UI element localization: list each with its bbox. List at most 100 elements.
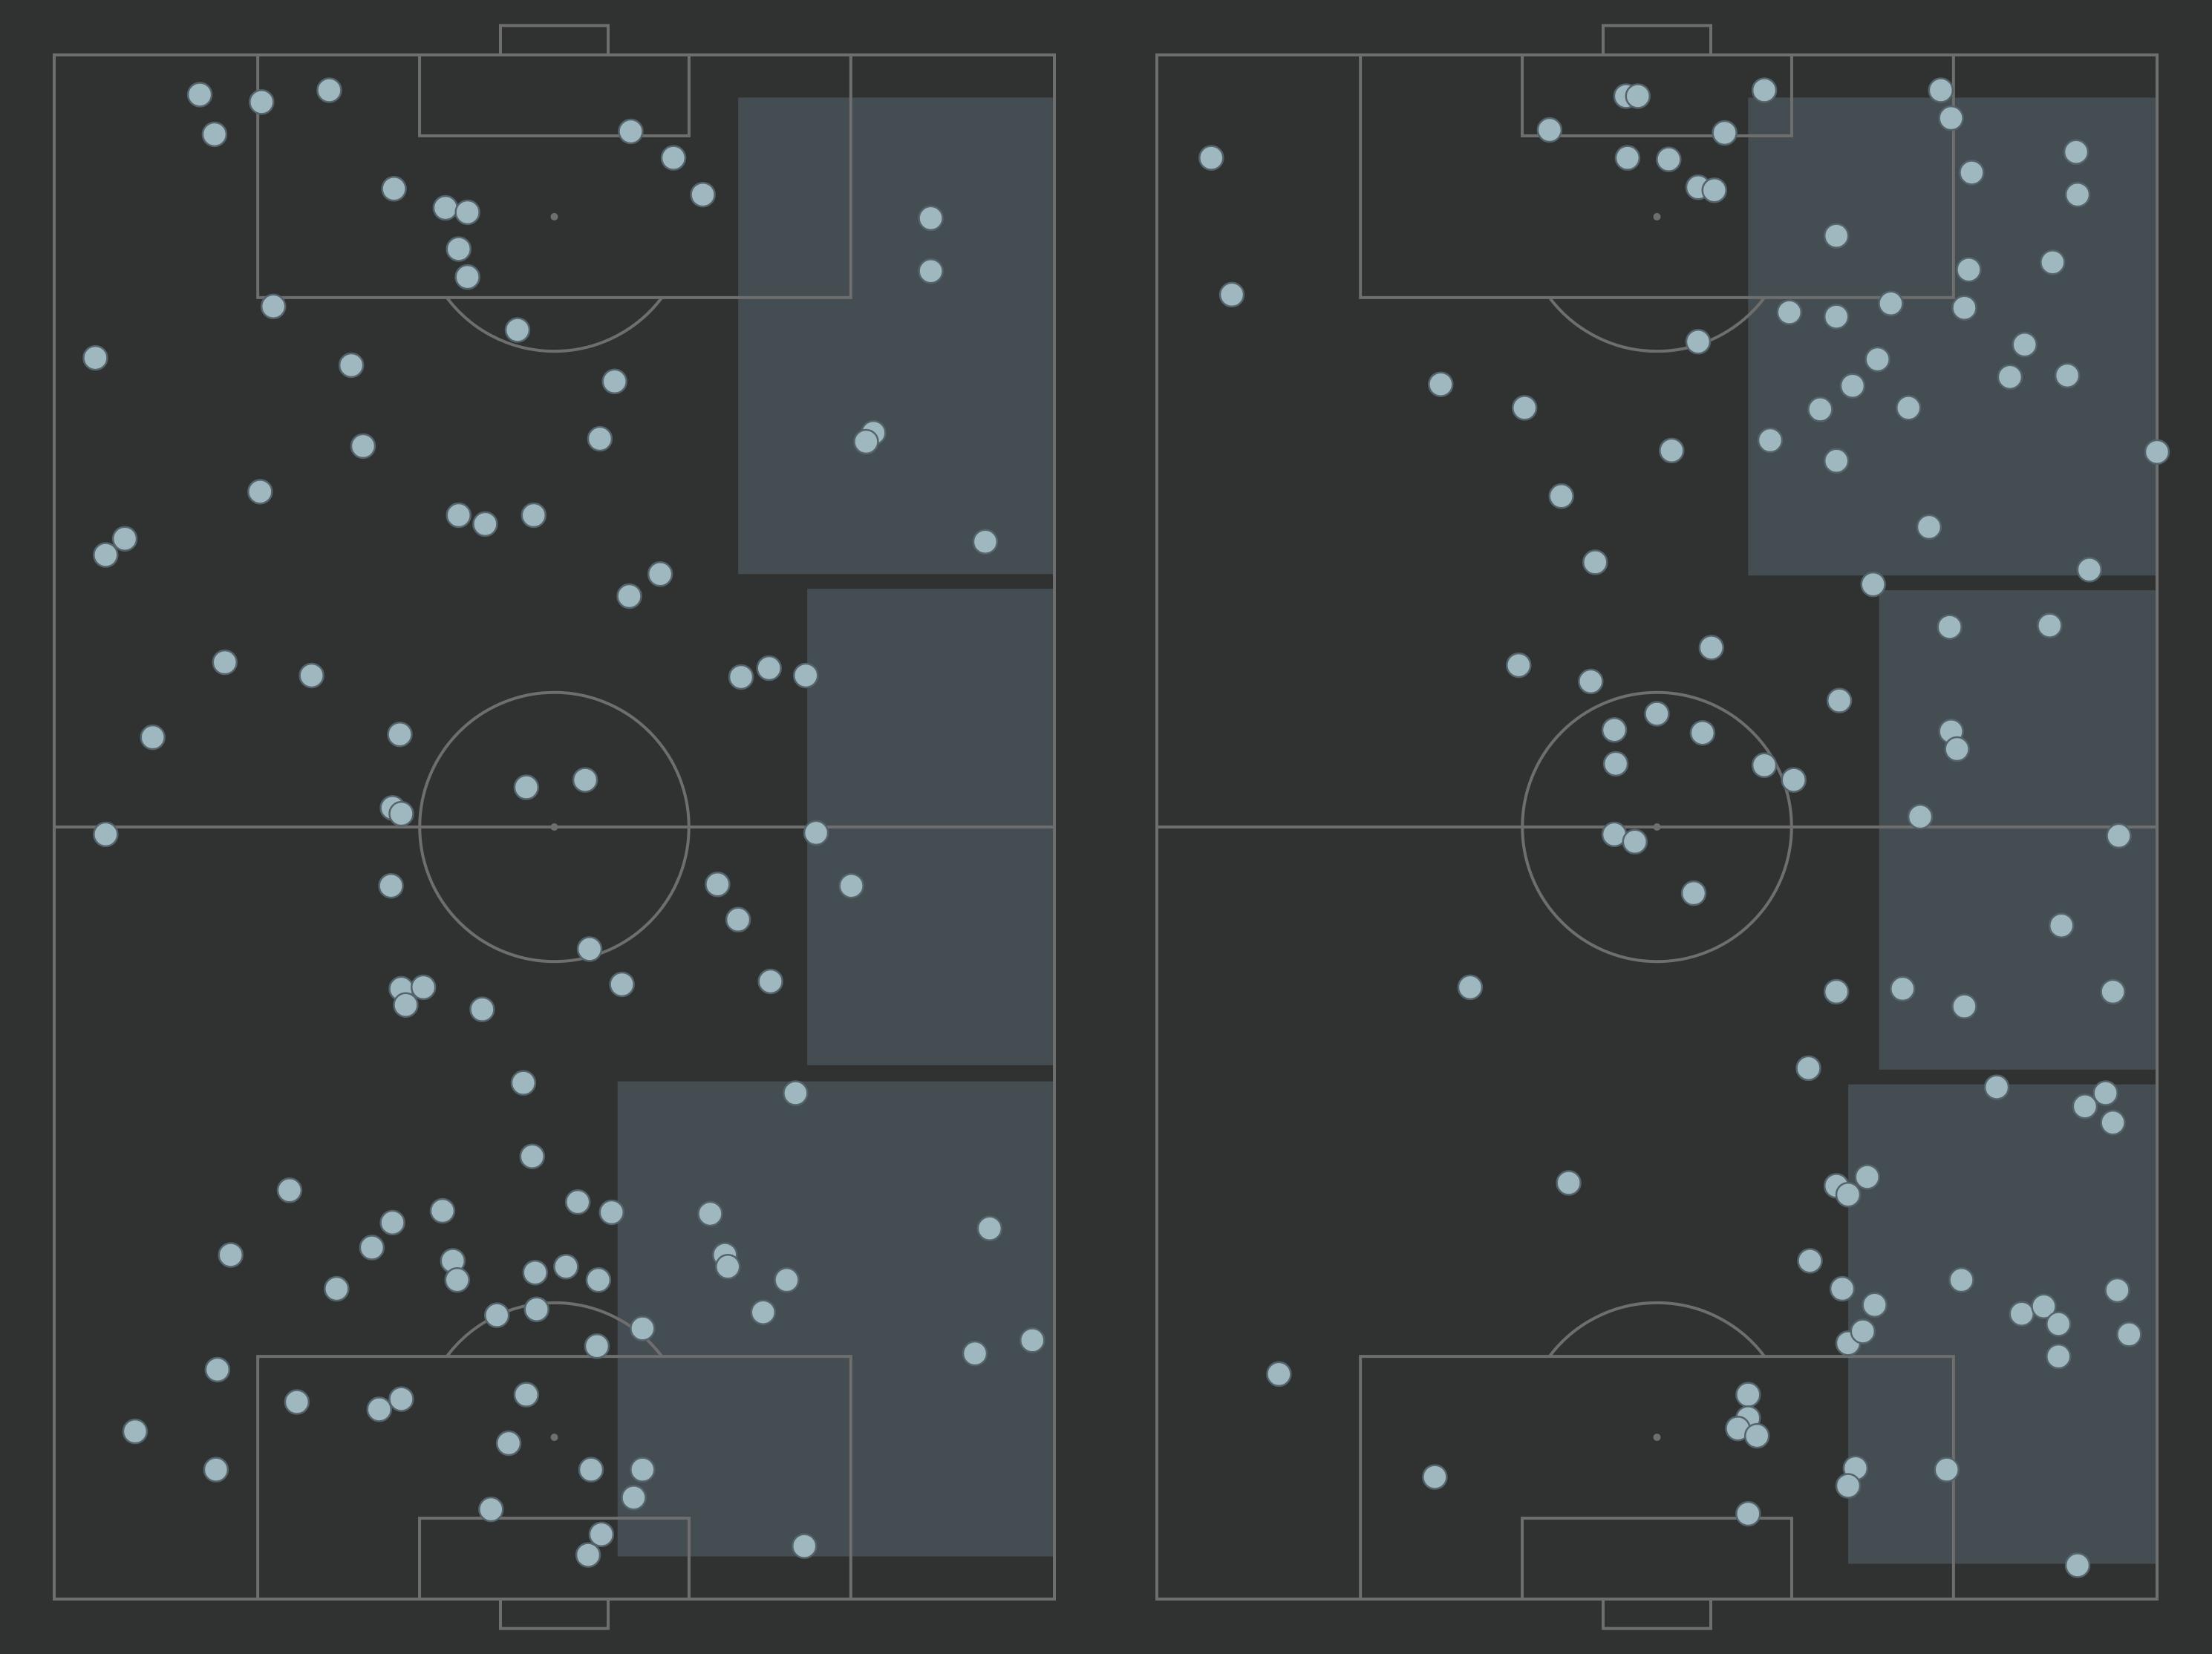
data-point — [1743, 1422, 1770, 1449]
data-point — [803, 820, 829, 846]
penalty-arc — [1548, 296, 1766, 353]
data-point — [609, 971, 635, 998]
data-point — [1895, 395, 1922, 421]
data-point — [446, 502, 472, 529]
data-point — [728, 664, 754, 690]
data-point — [576, 936, 603, 962]
data-point — [140, 724, 166, 751]
data-point — [705, 872, 731, 898]
data-point — [1907, 803, 1934, 830]
data-point — [1602, 751, 1629, 777]
data-point — [82, 344, 108, 371]
data-point — [962, 1340, 988, 1367]
data-point — [298, 662, 324, 689]
data-point — [1548, 483, 1574, 509]
data-point — [338, 352, 365, 379]
data-point — [2100, 978, 2126, 1005]
data-point — [2046, 1311, 2072, 1337]
data-point — [630, 1315, 656, 1341]
data-point — [1829, 1275, 1856, 1302]
data-point — [598, 1199, 625, 1226]
data-point — [204, 1356, 231, 1383]
data-point — [247, 479, 273, 505]
data-point — [1823, 978, 1850, 1005]
data-point — [2009, 1301, 2035, 1327]
data-point — [1854, 1164, 1881, 1190]
data-point — [472, 511, 498, 537]
data-point — [1198, 145, 1224, 171]
data-point — [1983, 1074, 2010, 1100]
data-point — [918, 205, 944, 232]
data-point — [1934, 1457, 1960, 1483]
data-point — [504, 317, 531, 343]
data-point — [1457, 974, 1484, 1001]
data-point — [647, 561, 673, 587]
data-point — [429, 1197, 456, 1224]
data-point — [750, 1299, 777, 1325]
data-point — [697, 1200, 723, 1227]
data-point — [838, 872, 864, 899]
data-point — [584, 1333, 610, 1359]
data-point — [186, 82, 213, 108]
data-point — [1218, 281, 1245, 308]
data-point — [1835, 1181, 1862, 1208]
center-spot — [1653, 823, 1661, 831]
data-point — [324, 1275, 350, 1302]
data-point — [1862, 1292, 1888, 1318]
data-point — [660, 145, 687, 171]
data-point — [2100, 1109, 2126, 1136]
goal — [1601, 24, 1713, 56]
data-point — [510, 1070, 537, 1096]
data-point — [853, 428, 879, 455]
data-point — [495, 1430, 522, 1457]
data-point — [774, 1266, 800, 1293]
data-point — [1797, 1248, 1823, 1274]
data-point — [1644, 701, 1670, 727]
data-point — [588, 1521, 615, 1548]
data-point — [1823, 304, 1850, 330]
data-point — [432, 195, 459, 221]
data-point — [93, 542, 119, 568]
penalty-spot — [1653, 1434, 1661, 1442]
data-point — [564, 1189, 591, 1215]
data-point — [1860, 571, 1886, 598]
data-point — [249, 89, 275, 115]
data-point — [1951, 295, 1977, 321]
data-point — [587, 425, 613, 452]
data-point — [2064, 1552, 2091, 1578]
six-yard-box — [418, 53, 691, 137]
data-point — [1685, 329, 1712, 355]
data-point — [714, 1254, 741, 1280]
center-circle — [418, 690, 691, 964]
zone-rect — [1848, 1084, 2157, 1564]
data-point — [1951, 993, 1977, 1019]
data-point — [972, 529, 999, 555]
data-point — [976, 1215, 1003, 1242]
data-point — [1807, 396, 1833, 422]
data-point — [918, 258, 944, 284]
zone-rect — [738, 97, 1054, 575]
data-point — [393, 992, 419, 1018]
data-point — [1916, 514, 1942, 540]
data-point — [792, 662, 819, 689]
data-point — [276, 1177, 303, 1203]
penalty-arc — [1548, 1301, 1766, 1358]
data-point — [1781, 767, 1807, 793]
data-point — [1997, 364, 2023, 390]
data-point — [756, 655, 782, 681]
data-point — [379, 1209, 405, 1236]
data-point — [444, 1266, 471, 1293]
penalty-spot — [1653, 212, 1661, 220]
data-point — [2046, 1343, 2072, 1370]
data-point — [1757, 427, 1784, 454]
data-point — [203, 1457, 229, 1483]
data-point — [2092, 1080, 2118, 1106]
data-point — [2040, 249, 2066, 275]
data-point — [2054, 362, 2081, 389]
data-point — [483, 1302, 510, 1328]
data-point — [1795, 1055, 1821, 1082]
data-point — [1937, 614, 1963, 640]
data-point — [388, 800, 414, 827]
data-point — [2104, 1277, 2130, 1304]
data-point — [1625, 83, 1651, 109]
